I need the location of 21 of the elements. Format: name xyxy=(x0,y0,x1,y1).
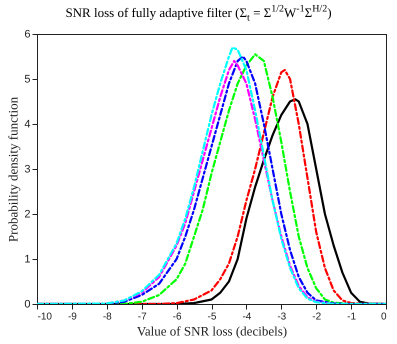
x-tick-label: -2 xyxy=(312,312,322,322)
y-tick-label: 2 xyxy=(24,208,30,220)
y-tick-label: 5 xyxy=(24,74,30,86)
x-axis-title: Value of SNR loss (decibels) xyxy=(136,324,288,338)
x-tick-label: 0 xyxy=(380,312,387,322)
y-tick-label: 0 xyxy=(24,298,30,310)
x-tick-label: -3 xyxy=(277,312,287,322)
y-axis-title: Probability density function xyxy=(5,96,20,242)
x-tick-label: -4 xyxy=(242,312,252,322)
y-tick-label: 1 xyxy=(24,254,30,266)
chart-title: SNR loss of fully adaptive filter (Σ$_{t}$ = Σ$^{1/2}$W$^{-1}$Σ$^{H/2}$) xyxy=(65,4,332,24)
x-tick-label: -5 xyxy=(208,312,217,322)
y-tick-label: 4 xyxy=(24,118,30,130)
x-tick-label: -1 xyxy=(347,312,356,322)
x-tick-label: -8 xyxy=(102,312,112,322)
x-tick-label: -6 xyxy=(172,312,182,322)
y-tick-label: 3 xyxy=(24,164,30,176)
y-tick-label: 6 xyxy=(24,28,30,40)
x-tick-label: -10 xyxy=(38,312,52,322)
x-tick-label: -7 xyxy=(138,312,148,322)
x-tick-label: -9 xyxy=(68,312,78,322)
